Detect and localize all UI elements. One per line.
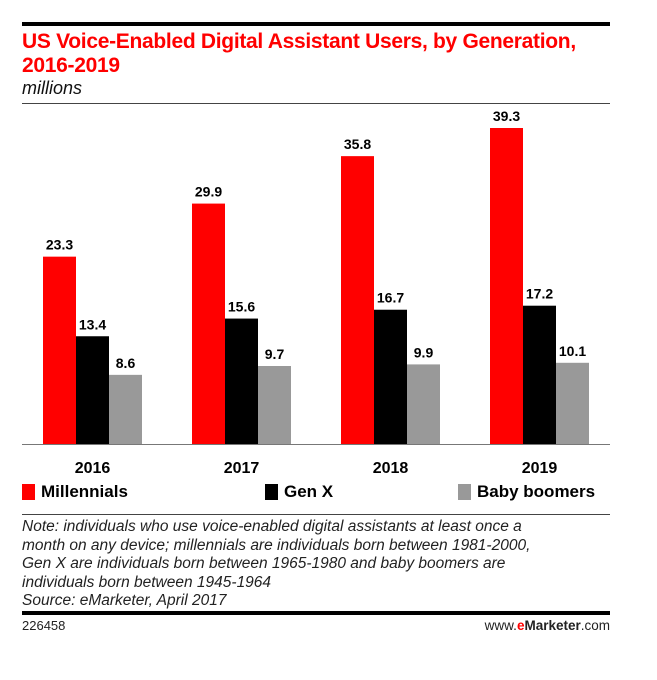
bar <box>192 203 225 444</box>
x-tick-label: 2018 <box>373 460 409 477</box>
bar <box>258 366 291 444</box>
bar <box>341 156 374 444</box>
chart-id: 226458 <box>22 618 66 633</box>
data-label: 23.3 <box>46 237 73 253</box>
data-label: 8.6 <box>116 355 136 371</box>
data-label: 15.6 <box>228 299 255 315</box>
x-tick-label: 2016 <box>75 460 111 477</box>
legend-label: Baby boomers <box>477 482 596 501</box>
x-tick-label: 2019 <box>522 460 558 477</box>
brand-name: Marketer <box>524 618 581 633</box>
brand-prefix: www. <box>484 618 517 633</box>
note-rule <box>22 514 610 515</box>
x-tick-label: 2017 <box>224 460 260 477</box>
legend-label: Millennials <box>41 482 128 501</box>
bar <box>490 128 523 444</box>
bar <box>374 309 407 444</box>
legend-genx: Gen X <box>265 482 333 502</box>
bar <box>225 318 258 444</box>
data-label: 9.7 <box>265 346 285 362</box>
data-label: 9.9 <box>414 344 434 360</box>
data-label: 17.2 <box>526 286 553 302</box>
legend-label: Gen X <box>284 482 334 501</box>
data-label: 29.9 <box>195 184 222 200</box>
bar <box>109 374 142 444</box>
top-rule <box>22 22 610 26</box>
bar <box>43 256 76 444</box>
data-label: 10.1 <box>559 343 586 359</box>
source-line: Source: eMarketer, April 2017 <box>22 592 227 609</box>
bar <box>76 336 109 444</box>
brand-e: e <box>516 618 525 633</box>
note-line: individuals born between 1945-1964 <box>22 573 272 591</box>
brand-suffix: .com <box>580 618 610 633</box>
note-line: Note: individuals who use voice-enabled … <box>22 518 522 535</box>
legend-millennials: Millennials <box>22 482 128 502</box>
bar <box>523 305 556 444</box>
data-label: 16.7 <box>377 290 404 306</box>
data-label: 35.8 <box>344 136 371 152</box>
footnote: Note: individuals who use voice-enabled … <box>22 518 622 611</box>
chart-subtitle: millions <box>22 78 83 98</box>
data-label: 39.3 <box>493 108 520 124</box>
bar <box>407 364 440 444</box>
bar-plot: 23.3 13.4 8.6 2016 29.9 15.6 9.7 2017 35.8 16.7 9.… <box>22 108 610 477</box>
brand-link[interactable]: www.eMarketer.com <box>485 618 610 633</box>
header-rule <box>22 103 610 104</box>
legend-swatch <box>265 484 278 500</box>
bar <box>556 362 589 444</box>
legend-swatch <box>458 484 471 500</box>
note-line: Gen X are individuals born between 1965-… <box>22 555 506 572</box>
legend-baby-boomers: Baby boomers <box>458 482 595 502</box>
note-line: month on any device; millennials are ind… <box>22 536 531 554</box>
bottom-rule <box>22 611 610 615</box>
chart-title: US Voice-Enabled Digital Assistant Users… <box>22 30 576 77</box>
data-label: 13.4 <box>79 316 106 332</box>
legend-swatch <box>22 484 35 500</box>
